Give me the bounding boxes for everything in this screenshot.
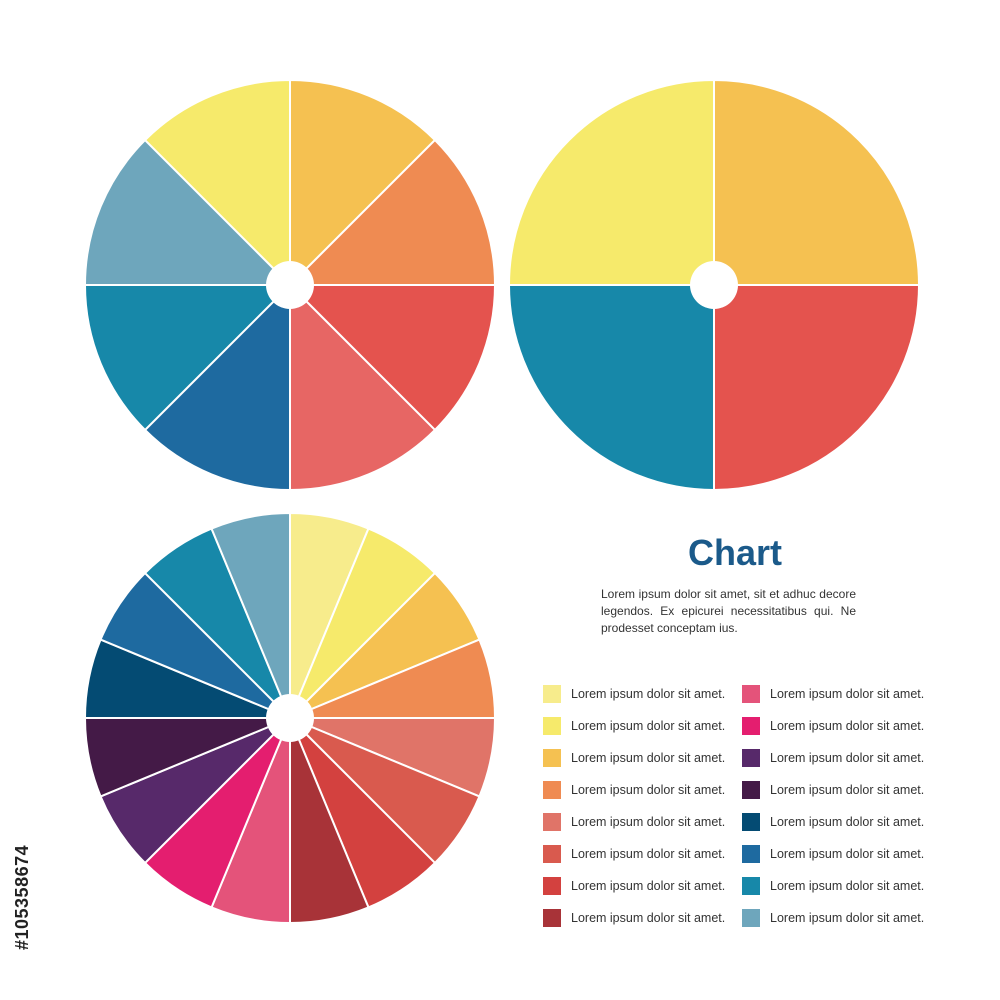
pie-chart-16-segments	[83, 511, 497, 925]
pie2-slice-4	[507, 78, 715, 286]
legend-item: Lorem ipsum dolor sit amet.	[742, 806, 924, 838]
legend-label: Lorem ipsum dolor sit amet.	[571, 783, 726, 797]
pie1-slice-7	[83, 138, 293, 286]
pie3-center-hole	[266, 694, 314, 742]
legend-item: Lorem ipsum dolor sit amet.	[742, 678, 924, 710]
legend-item: Lorem ipsum dolor sit amet.	[742, 742, 924, 774]
legend-label: Lorem ipsum dolor sit amet.	[571, 879, 726, 893]
legend-label: Lorem ipsum dolor sit amet.	[571, 751, 726, 765]
legend-label: Lorem ipsum dolor sit amet.	[770, 815, 925, 829]
legend-item: Lorem ipsum dolor sit amet.	[543, 774, 725, 806]
pie1-slice-3	[287, 284, 497, 432]
legend-label: Lorem ipsum dolor sit amet.	[571, 815, 726, 829]
legend-swatch	[543, 845, 561, 863]
legend-label: Lorem ipsum dolor sit amet.	[770, 687, 925, 701]
legend-item: Lorem ipsum dolor sit amet.	[543, 870, 725, 902]
pie1-slice-8	[143, 78, 291, 288]
pie-chart-8-segments	[83, 78, 497, 492]
pie1-slice-1	[289, 78, 437, 288]
stock-id-text: #105358674	[12, 844, 32, 950]
legend-swatch	[543, 813, 561, 831]
legend-label: Lorem ipsum dolor sit amet.	[770, 847, 925, 861]
legend-label: Lorem ipsum dolor sit amet.	[770, 879, 925, 893]
pie2-center-hole	[690, 261, 738, 309]
legend-swatch	[742, 685, 760, 703]
legend-column-1: Lorem ipsum dolor sit amet. Lorem ipsum d…	[543, 678, 725, 934]
legend-swatch	[742, 909, 760, 927]
legend-item: Lorem ipsum dolor sit amet.	[543, 742, 725, 774]
legend-item: Lorem ipsum dolor sit amet.	[742, 838, 924, 870]
legend-item: Lorem ipsum dolor sit amet.	[742, 902, 924, 934]
stock-id-label: #105358674	[12, 760, 42, 960]
legend-swatch	[543, 781, 561, 799]
pie2-slice-3	[507, 284, 715, 492]
legend-swatch	[543, 749, 561, 767]
legend-item: Lorem ipsum dolor sit amet.	[543, 806, 725, 838]
legend-label: Lorem ipsum dolor sit amet.	[770, 719, 925, 733]
legend-column-2: Lorem ipsum dolor sit amet. Lorem ipsum d…	[742, 678, 924, 934]
legend-swatch	[742, 781, 760, 799]
legend-label: Lorem ipsum dolor sit amet.	[770, 783, 925, 797]
legend-item: Lorem ipsum dolor sit amet.	[543, 902, 725, 934]
legend-item: Lorem ipsum dolor sit amet.	[543, 838, 725, 870]
legend-swatch	[543, 685, 561, 703]
legend-swatch	[543, 717, 561, 735]
legend-swatch	[543, 877, 561, 895]
pie1-slice-2	[287, 138, 497, 286]
legend-item: Lorem ipsum dolor sit amet.	[742, 870, 924, 902]
legend-label: Lorem ipsum dolor sit amet.	[770, 911, 925, 925]
pie1-slice-6	[83, 284, 293, 432]
chart-title: Chart	[687, 532, 782, 573]
chart-description: Lorem ipsum dolor sit amet, sit et adhuc…	[601, 587, 856, 635]
legend-label: Lorem ipsum dolor sit amet.	[571, 847, 726, 861]
legend-swatch	[742, 845, 760, 863]
legend-swatch	[543, 909, 561, 927]
pie1-slice-5	[143, 282, 291, 492]
pie-chart-4-segments	[507, 78, 921, 492]
legend-swatch	[742, 717, 760, 735]
pie3-slice-16	[210, 511, 291, 719]
legend-item: Lorem ipsum dolor sit amet.	[742, 774, 924, 806]
legend-swatch	[742, 813, 760, 831]
legend-item: Lorem ipsum dolor sit amet.	[543, 678, 725, 710]
legend-swatch	[742, 877, 760, 895]
legend-label: Lorem ipsum dolor sit amet.	[571, 719, 726, 733]
legend-label: Lorem ipsum dolor sit amet.	[571, 911, 726, 925]
pie2-slice-2	[713, 284, 921, 492]
legend-item: Lorem ipsum dolor sit amet.	[742, 710, 924, 742]
legend-swatch	[742, 749, 760, 767]
legend-label: Lorem ipsum dolor sit amet.	[571, 687, 726, 701]
legend-item: Lorem ipsum dolor sit amet.	[543, 710, 725, 742]
pie2-slice-1	[713, 78, 921, 286]
pie1-slice-4	[289, 282, 437, 492]
pie1-center-hole	[266, 261, 314, 309]
legend-label: Lorem ipsum dolor sit amet.	[770, 751, 925, 765]
